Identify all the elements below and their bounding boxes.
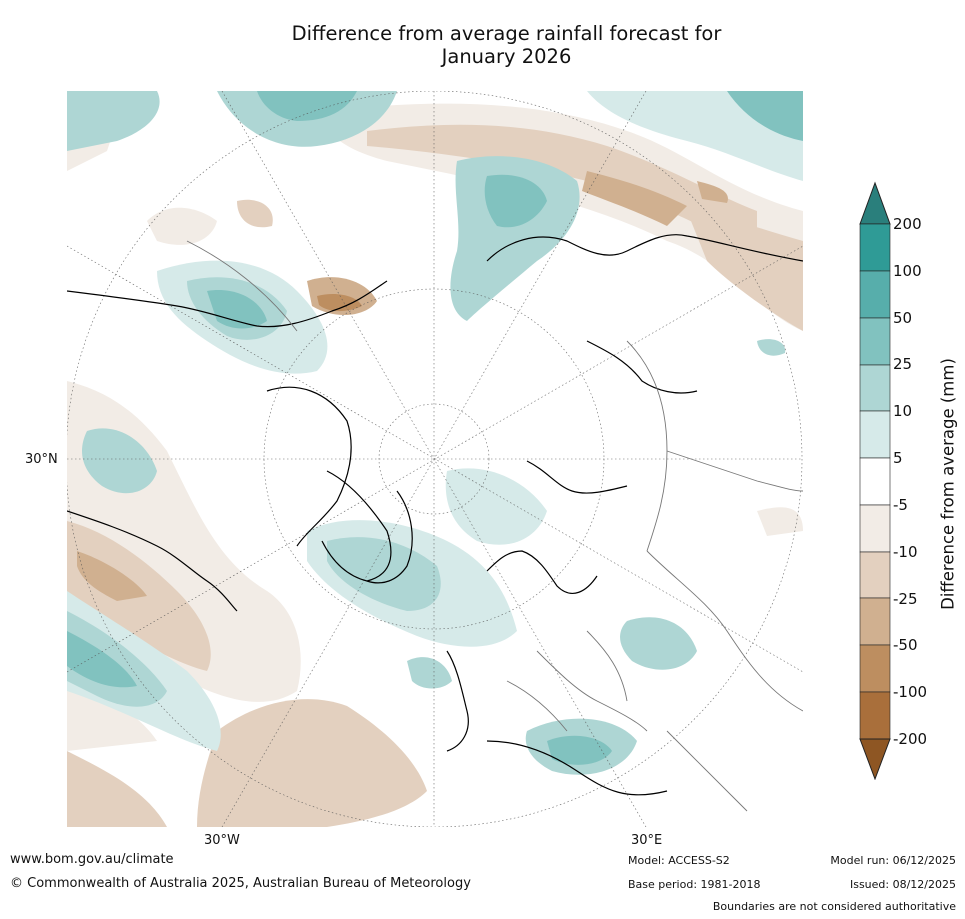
colorbar-tick-10: 10 [893,402,913,420]
lon-label-30e: 30°E [631,833,663,848]
country-borders [186,240,803,812]
model-text: Model: ACCESS-S2 [628,854,730,867]
colorbar-title: Difference from average (mm) [938,358,958,610]
colorbar-swatch-100-200 [859,223,891,272]
colorbar-tick-5: 5 [893,449,903,467]
issued-text: Issued: 08/12/2025 [849,878,956,891]
graticule [67,91,803,827]
model-run-text: Model run: 06/12/2025 [830,854,956,867]
copyright-text: © Commonwealth of Australia 2025, Austra… [10,876,471,891]
colorbar-extend-top [859,181,891,225]
rainfall-anomaly-map [67,91,803,827]
colorbar-swatch-m50-m25 [859,597,891,646]
title-line-2: January 2026 [441,45,572,68]
colorbar-tick-200: 200 [893,215,922,233]
lon-label-30w: 30°W [204,833,240,848]
wetter-shading [67,91,803,775]
colorbar-tick-minus-200: -200 [893,730,928,748]
colorbar-tick-minus-5: -5 [893,496,908,514]
colorbar-tick-minus-25: -25 [893,590,918,608]
colorbar-swatch-25-50 [859,317,891,366]
colorbar-tick-25: 25 [893,355,913,373]
colorbar-tick-minus-10: -10 [893,543,918,561]
title-line-1: Difference from average rainfall forecas… [291,22,722,45]
colorbar [859,181,891,780]
lat-label-30n: 30°N [25,452,58,467]
colorbar-tick-minus-100: -100 [893,683,928,701]
base-period-text: Base period: 1981-2018 [628,878,761,891]
disclaimer-text: Boundaries are not considered authoritat… [712,900,956,913]
colorbar-swatch-50-100 [859,270,891,319]
colorbar-swatch-m100-m50 [859,644,891,693]
map-title: Difference from average rainfall forecas… [0,22,965,68]
colorbar-swatch-m25-m10 [859,551,891,599]
map-canvas [67,91,803,827]
colorbar-tick-50: 50 [893,309,913,327]
colorbar-swatch-5-10 [859,410,891,459]
coastlines [67,234,803,796]
colorbar-swatch-m10-m5 [859,504,891,553]
website-link[interactable]: www.bom.gov.au/climate [10,852,174,867]
colorbar-extend-bottom [859,738,891,780]
colorbar-swatch-m200-m100 [859,691,891,740]
colorbar-swatch-neutral [859,457,891,506]
colorbar-tick-minus-50: -50 [893,636,918,654]
colorbar-swatch-10-25 [859,364,891,412]
colorbar-tick-100: 100 [893,262,922,280]
